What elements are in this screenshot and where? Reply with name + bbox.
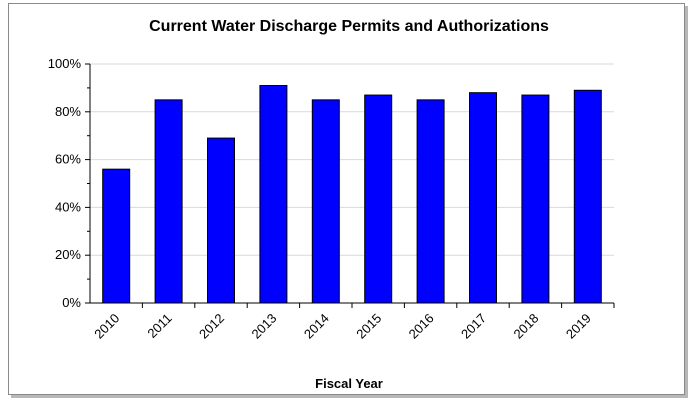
x-tick-label: 2017 — [458, 311, 489, 342]
bar-2014 — [311, 99, 340, 304]
bar-2015 — [364, 94, 393, 304]
y-tick-label: 60% — [55, 152, 81, 167]
bar-2019 — [573, 89, 602, 304]
bar-2012 — [207, 137, 235, 304]
x-tick-label: 2011 — [144, 311, 174, 341]
x-tick-label: 2014 — [301, 311, 332, 342]
y-tick-labels: 0% 20% 40% 60% 80% 100% — [48, 56, 82, 310]
x-tick-label: 2010 — [91, 311, 122, 342]
bar-2016 — [416, 99, 445, 304]
bars — [102, 85, 602, 304]
y-tick-label: 40% — [55, 199, 81, 214]
axes — [85, 63, 615, 308]
y-tick-label: 20% — [55, 247, 81, 262]
y-tick-label: 100% — [48, 56, 82, 71]
bar-2017 — [469, 92, 497, 304]
bar-2018 — [521, 94, 550, 304]
bar-2013 — [259, 85, 288, 304]
y-tick-label: 80% — [55, 104, 81, 119]
y-tick-label: 0% — [62, 295, 81, 310]
bar-2010 — [102, 168, 131, 304]
x-tick-label: 2015 — [353, 311, 384, 342]
x-tick-label: 2019 — [563, 311, 594, 342]
x-tick-label: 2012 — [196, 311, 227, 342]
x-tick-labels: 2010 2011 2012 2013 2014 2015 2016 2017 2018 2019 — [91, 311, 594, 342]
x-tick-label: 2018 — [510, 311, 541, 342]
chart-title: Current Water Discharge Permits and Auth… — [149, 18, 549, 35]
x-tick-label: 2016 — [406, 311, 437, 342]
x-tick-label: 2013 — [248, 311, 279, 342]
bar-2011 — [154, 99, 183, 304]
x-axis-title: Fiscal Year — [315, 376, 383, 391]
